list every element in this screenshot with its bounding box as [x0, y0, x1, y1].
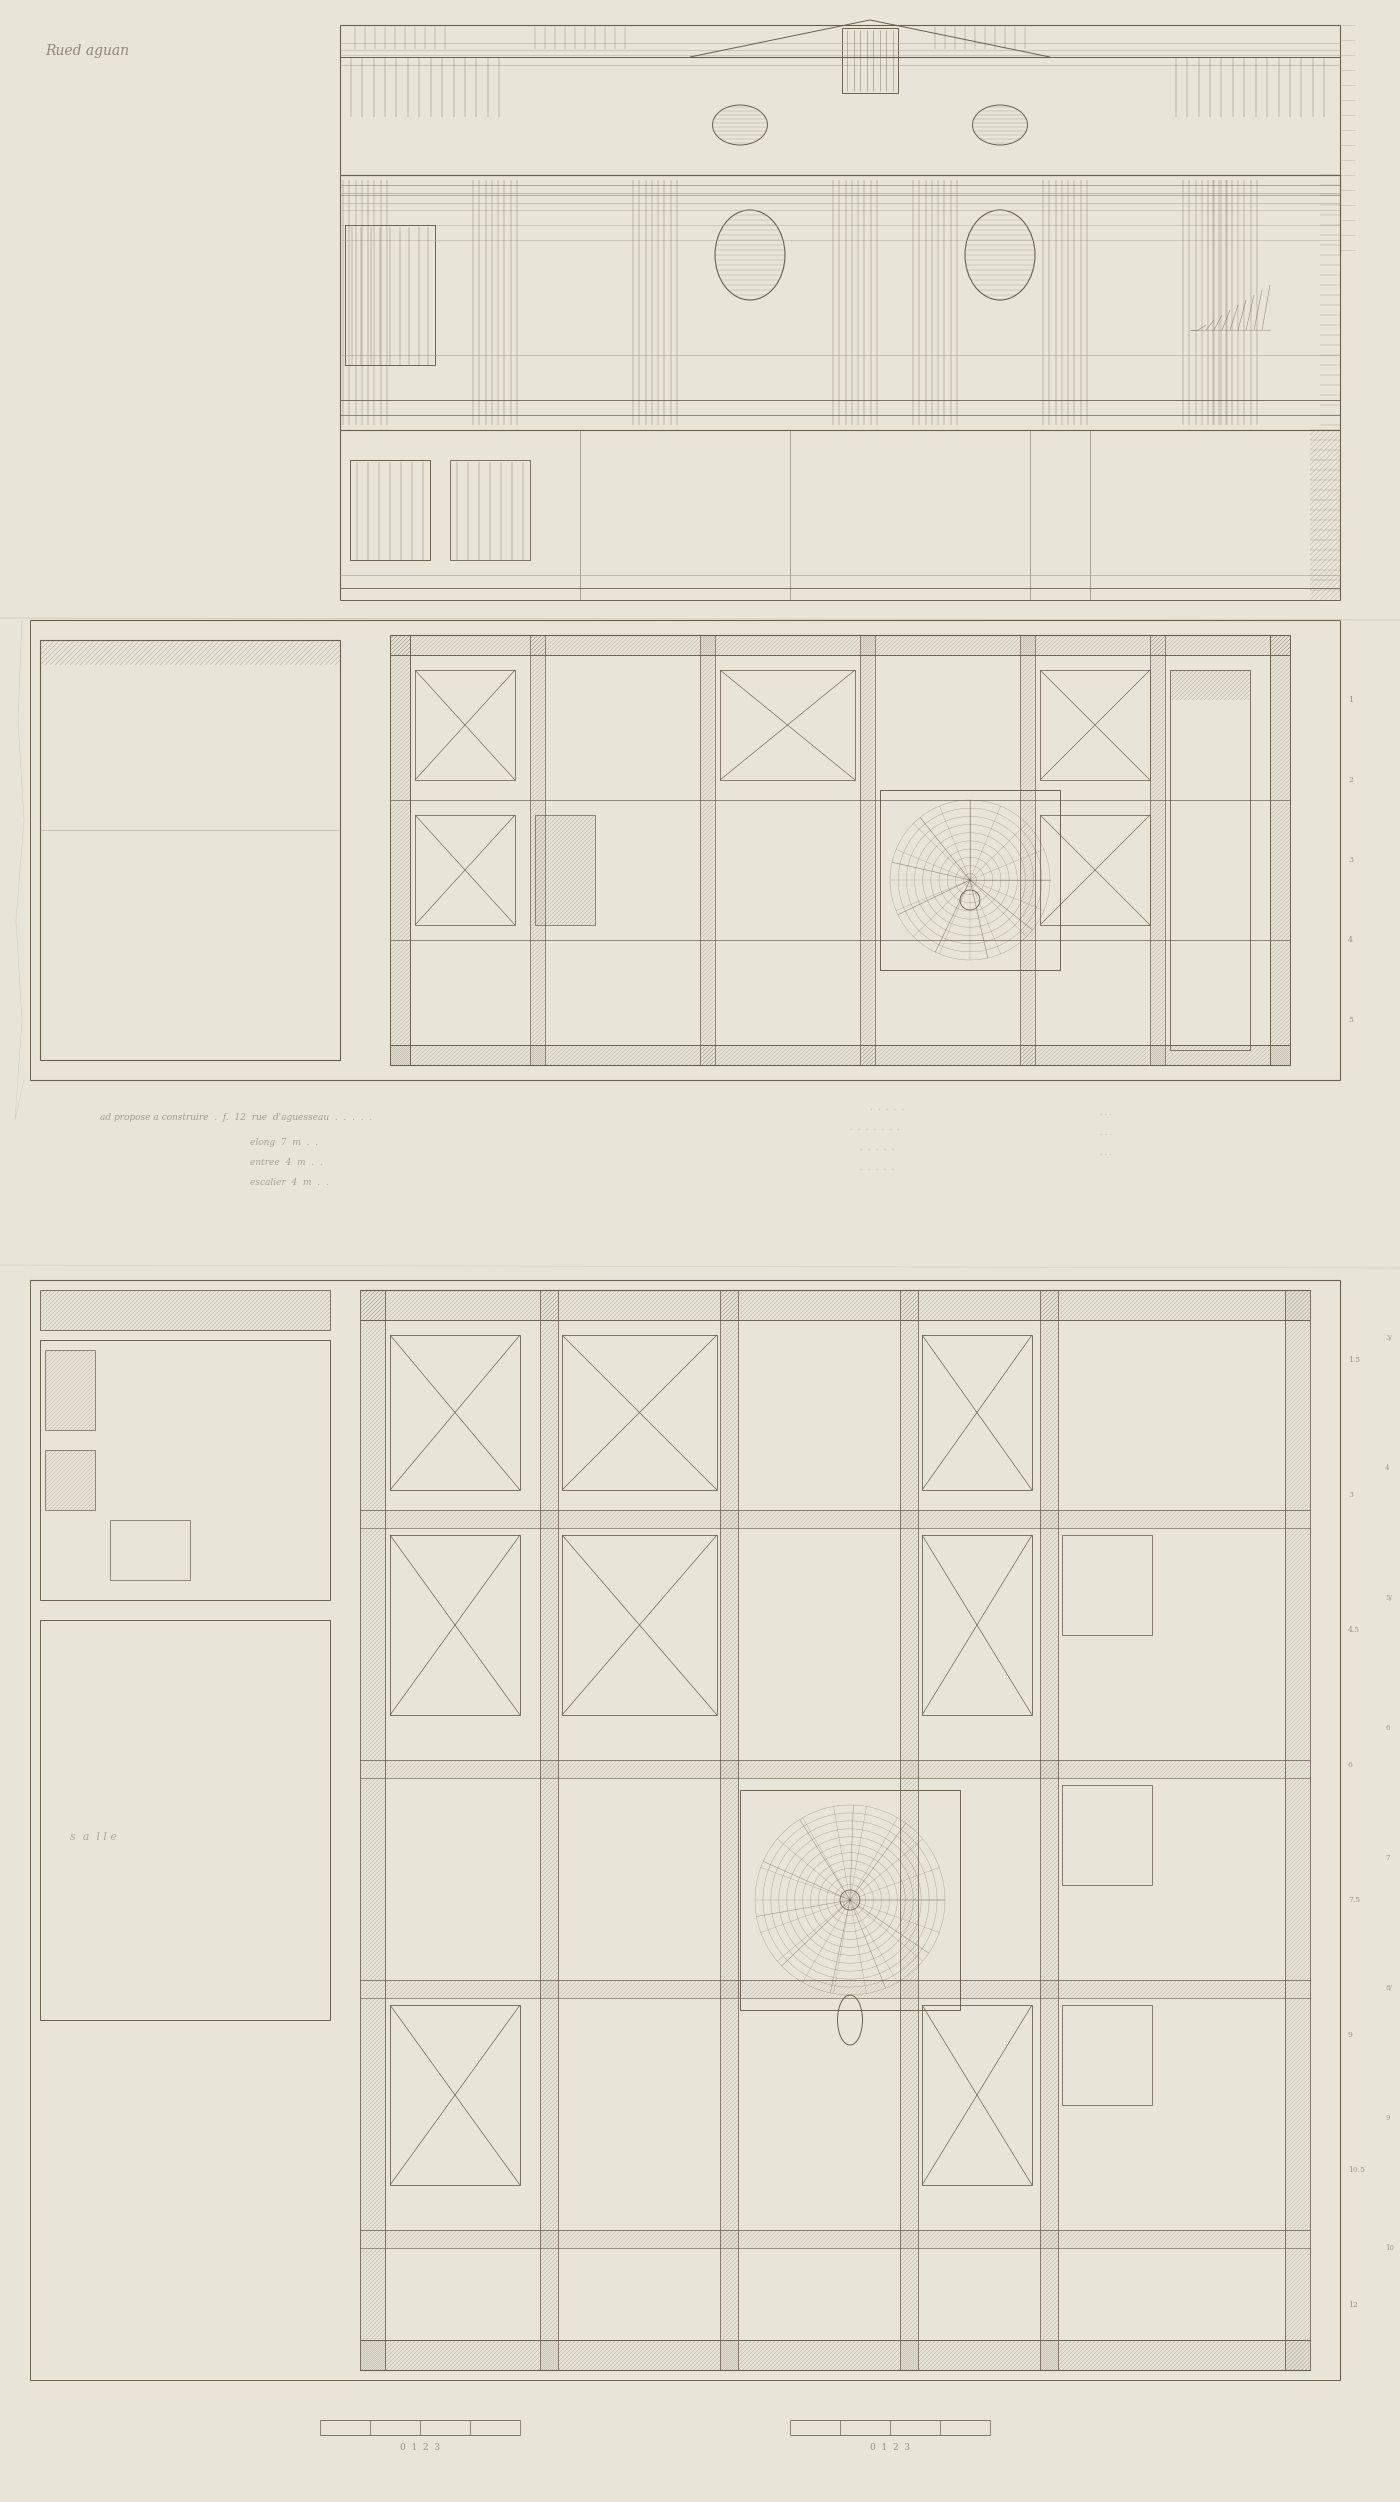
Bar	[923, 1536, 1032, 1714]
Bar	[449, 460, 531, 560]
Text: 3: 3	[1348, 1491, 1352, 1499]
Bar	[391, 636, 410, 1066]
Text: . . .: . . .	[1100, 1148, 1112, 1156]
Text: 7: 7	[1385, 1854, 1389, 1861]
Bar	[900, 1291, 918, 2369]
Text: 3/: 3/	[1385, 1334, 1392, 1341]
Text: 10: 10	[1385, 2244, 1394, 2252]
Bar	[1170, 671, 1250, 1051]
Bar	[841, 28, 897, 93]
Bar	[700, 636, 715, 1066]
Bar	[41, 1619, 330, 2019]
Text: 0  1  2  3: 0 1 2 3	[869, 2442, 910, 2452]
Bar	[531, 636, 545, 1066]
Text: .  .  .  .  .  .  .: . . . . . . .	[850, 1123, 900, 1131]
Bar	[741, 1789, 960, 2009]
Bar	[111, 1521, 190, 1579]
Text: 4: 4	[1348, 936, 1352, 943]
Bar	[1063, 2004, 1152, 2104]
Bar	[720, 1291, 738, 2369]
Text: 8/: 8/	[1385, 1984, 1392, 1992]
Bar	[1149, 636, 1165, 1066]
Bar	[350, 460, 430, 560]
Text: . . .: . . .	[1100, 1108, 1112, 1116]
Bar	[1040, 1291, 1058, 2369]
Bar	[535, 816, 595, 926]
Text: 4.5: 4.5	[1348, 1626, 1361, 1634]
Bar	[923, 2004, 1032, 2184]
Text: .  .  .  .  .: . . . . .	[860, 1143, 895, 1151]
Text: .  .  .  .  .: . . . . .	[860, 1163, 895, 1171]
Text: 10.5: 10.5	[1348, 2167, 1365, 2174]
Text: 3: 3	[1348, 856, 1352, 863]
Bar	[41, 641, 340, 1061]
Bar	[360, 1291, 385, 2369]
Text: elong  7  m  .  .: elong 7 m . .	[251, 1138, 318, 1146]
Text: s  a  l l e: s a l l e	[70, 1831, 118, 1841]
Bar	[561, 1536, 717, 1714]
Bar	[1063, 1784, 1152, 1884]
Text: 7.5: 7.5	[1348, 1897, 1361, 1904]
Text: 2: 2	[1348, 776, 1352, 783]
Text: 12: 12	[1348, 2302, 1358, 2309]
Text: 5/: 5/	[1385, 1594, 1392, 1601]
Bar	[1063, 1536, 1152, 1634]
Bar	[1040, 816, 1149, 926]
Text: Rued aguan: Rued aguan	[45, 45, 129, 58]
Bar	[391, 1536, 519, 1714]
Bar	[45, 1451, 95, 1511]
Text: 1: 1	[1348, 696, 1352, 703]
Bar	[1021, 636, 1035, 1066]
Bar	[414, 671, 515, 781]
Text: 1.5: 1.5	[1348, 1356, 1361, 1364]
Bar	[414, 816, 515, 926]
Bar	[41, 1341, 330, 1599]
Bar	[1040, 671, 1149, 781]
Bar	[1285, 1291, 1310, 2369]
Bar	[860, 636, 875, 1066]
Text: 5: 5	[1348, 1016, 1352, 1023]
Bar	[720, 671, 855, 781]
Bar	[344, 225, 435, 365]
Text: 9: 9	[1348, 2032, 1352, 2039]
Bar	[923, 1336, 1032, 1491]
Bar	[41, 1291, 330, 1331]
Bar	[45, 1351, 95, 1431]
Bar	[391, 2004, 519, 2184]
Text: .  .  .  .  .: . . . . .	[869, 1103, 904, 1111]
Bar	[1270, 636, 1289, 1066]
Text: escalier  4  m  .  .: escalier 4 m . .	[251, 1178, 329, 1186]
Text: 9: 9	[1385, 2114, 1389, 2122]
Text: 6: 6	[1348, 1761, 1352, 1769]
Text: entree  4  m  .  .: entree 4 m . .	[251, 1158, 323, 1166]
Bar	[391, 1336, 519, 1491]
Text: . . .: . . .	[1100, 1128, 1112, 1136]
Text: 6: 6	[1385, 1724, 1389, 1731]
Text: ad propose a construire  .  f.  12  rue  d'aguesseau  .  .  .  .  .: ad propose a construire . f. 12 rue d'ag…	[99, 1113, 372, 1121]
Bar	[561, 1336, 717, 1491]
Text: 0  1  2  3: 0 1 2 3	[400, 2442, 440, 2452]
Text: 4: 4	[1385, 1464, 1389, 1471]
Bar	[540, 1291, 559, 2369]
Bar	[881, 791, 1060, 971]
